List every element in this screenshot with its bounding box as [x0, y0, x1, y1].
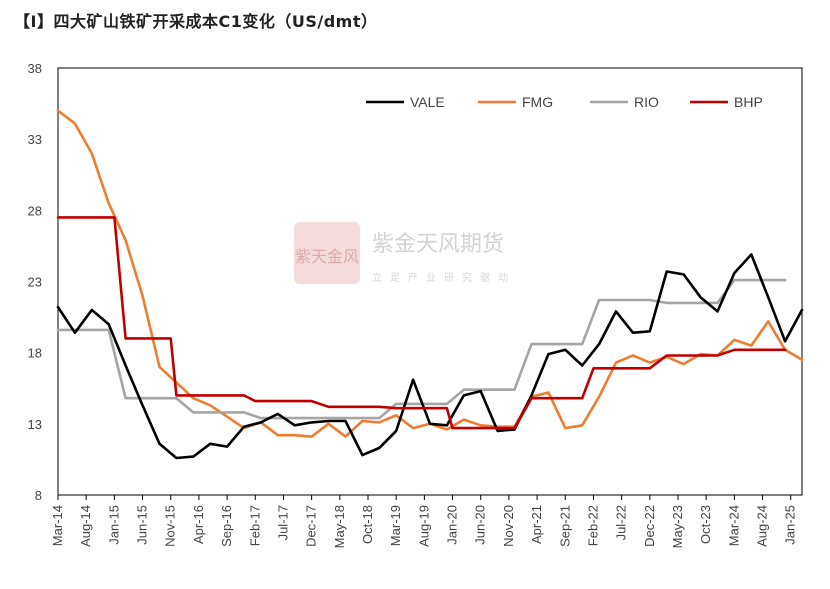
x-tick-label: Dec-17: [304, 505, 319, 547]
x-tick-label: Sep-21: [557, 505, 572, 547]
x-tick-label: May-18: [332, 505, 347, 548]
series-group: [56, 109, 804, 460]
series-line-vale: [56, 253, 804, 460]
x-tick-label: Apr-21: [529, 505, 544, 544]
y-tick-label: 33: [28, 132, 42, 147]
x-tick-label: Sep-16: [219, 505, 234, 547]
x-tick-label: Jan-15: [106, 505, 121, 545]
y-tick-label: 23: [28, 275, 42, 290]
y-tick-label: 28: [28, 203, 42, 218]
x-tick-label: Mar-24: [726, 505, 741, 546]
x-tick-label: Dec-22: [642, 505, 657, 547]
x-tick-label: Nov-20: [501, 505, 516, 547]
x-tick-label: Aug-19: [416, 505, 431, 547]
watermark-slogan: 立足产业研究驱动: [372, 271, 516, 284]
y-tick-label: 8: [35, 488, 42, 503]
x-tick-label: Nov-15: [163, 505, 178, 547]
plot-frame: [57, 67, 803, 496]
legend-label-bhp: BHP: [734, 94, 763, 110]
x-tick-label: Feb-17: [247, 505, 262, 546]
series-line-bhp: [56, 216, 787, 430]
watermark-name: 紫金天风期货: [372, 232, 504, 257]
x-tick-label: May-23: [670, 505, 685, 548]
chart-title: 【Ⅰ】四大矿山铁矿开采成本C1变化（US/dmt）: [14, 12, 378, 31]
series-line-rio: [56, 278, 787, 420]
x-tick-label: Mar-14: [50, 505, 65, 546]
legend-label-fmg: FMG: [522, 94, 553, 110]
legend-label-vale: VALE: [410, 94, 445, 110]
x-tick-label: Mar-19: [388, 505, 403, 546]
x-tick-label: Jun-20: [473, 505, 488, 545]
x-tick-label: Aug-24: [755, 505, 770, 547]
x-tick-label: Feb-22: [585, 505, 600, 546]
axes: 8 13 18 23 28 33 38 Mar-14 Aug-14 Jan-15 Jun-15 Nov…: [28, 61, 803, 548]
x-tick-label: Jul-17: [275, 505, 290, 540]
x-tick-label: Apr-16: [191, 505, 206, 544]
x-tick-label: Jan-20: [445, 505, 460, 545]
x-tick-label: Oct-23: [698, 505, 713, 544]
y-tick-label: 18: [28, 346, 42, 361]
legend: VALE FMG RIO BHP: [366, 94, 763, 110]
watermark-logo: 紫天金风: [295, 247, 359, 266]
y-tick-label: 13: [28, 417, 42, 432]
y-tick-label: 38: [28, 61, 42, 76]
x-tick-label: Jul-22: [614, 505, 629, 540]
x-tick-label: Oct-18: [360, 505, 375, 544]
x-tick-label: Jun-15: [135, 505, 150, 545]
watermark: 紫天金风 紫金天风期货 立足产业研究驱动: [294, 222, 516, 284]
x-tick-label: Aug-14: [78, 505, 93, 547]
x-tick-label: Jan-25: [783, 505, 798, 545]
watermark-logo-box: [294, 222, 360, 284]
legend-label-rio: RIO: [634, 94, 659, 110]
